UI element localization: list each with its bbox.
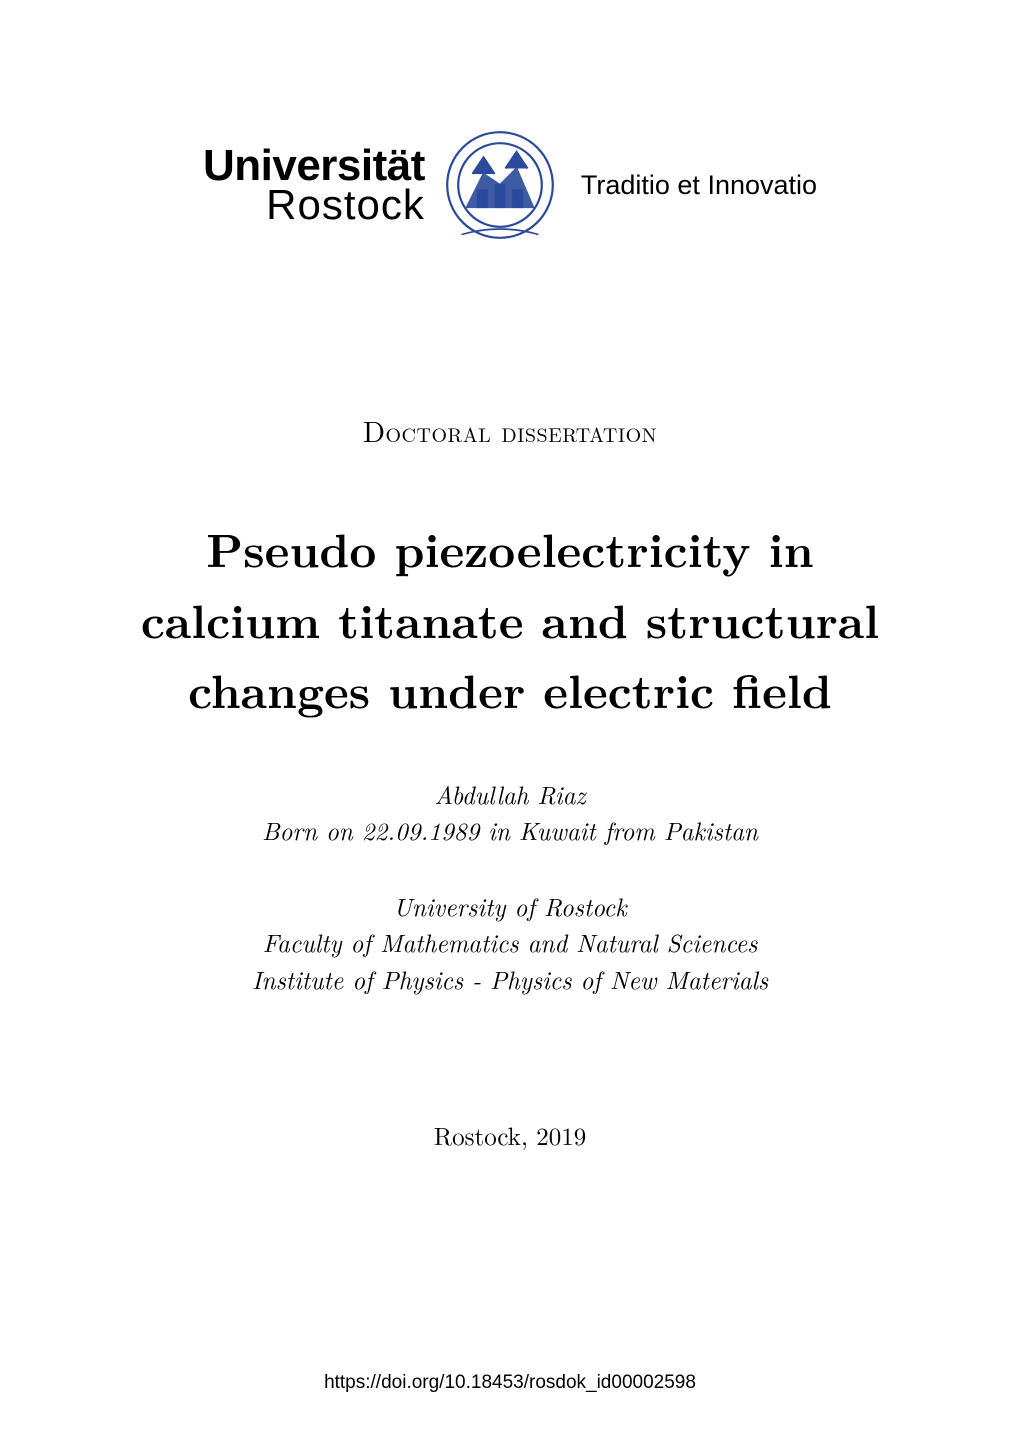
author-block: Abdullah Riaz Born on 22.09.1989 in Kuwa… [262, 777, 758, 850]
university-logo-block: Universität Rostock Traditio et Innovati… [203, 130, 817, 240]
title-page: Universität Rostock Traditio et Innovati… [0, 0, 1020, 1442]
author-name: Abdullah Riaz [262, 777, 758, 813]
affiliation-institute: Institute of Physics - Physics of New Ma… [252, 962, 768, 998]
doi-link[interactable]: https://doi.org/10.18453/rosdok_id000025… [0, 1372, 1020, 1394]
seal-svg [445, 130, 555, 240]
university-seal-icon [445, 130, 555, 240]
affiliation-faculty: Faculty of Mathematics and Natural Scien… [252, 925, 768, 961]
document-type: Doctoral dissertation [363, 410, 657, 451]
affiliation-university: University of Rostock [252, 889, 768, 925]
university-name-line2: Rostock [266, 185, 425, 225]
dissertation-title: Pseudo piezoelectricity in calcium titan… [110, 513, 910, 725]
university-motto: Traditio et Innovatio [581, 170, 817, 201]
place-year: Rostock, 2019 [434, 1118, 587, 1153]
author-birth-line: Born on 22.09.1989 in Kuwait from Pakist… [262, 813, 758, 849]
university-wordmark: Universität Rostock [203, 145, 425, 225]
affiliation-block: University of Rostock Faculty of Mathema… [252, 889, 768, 998]
